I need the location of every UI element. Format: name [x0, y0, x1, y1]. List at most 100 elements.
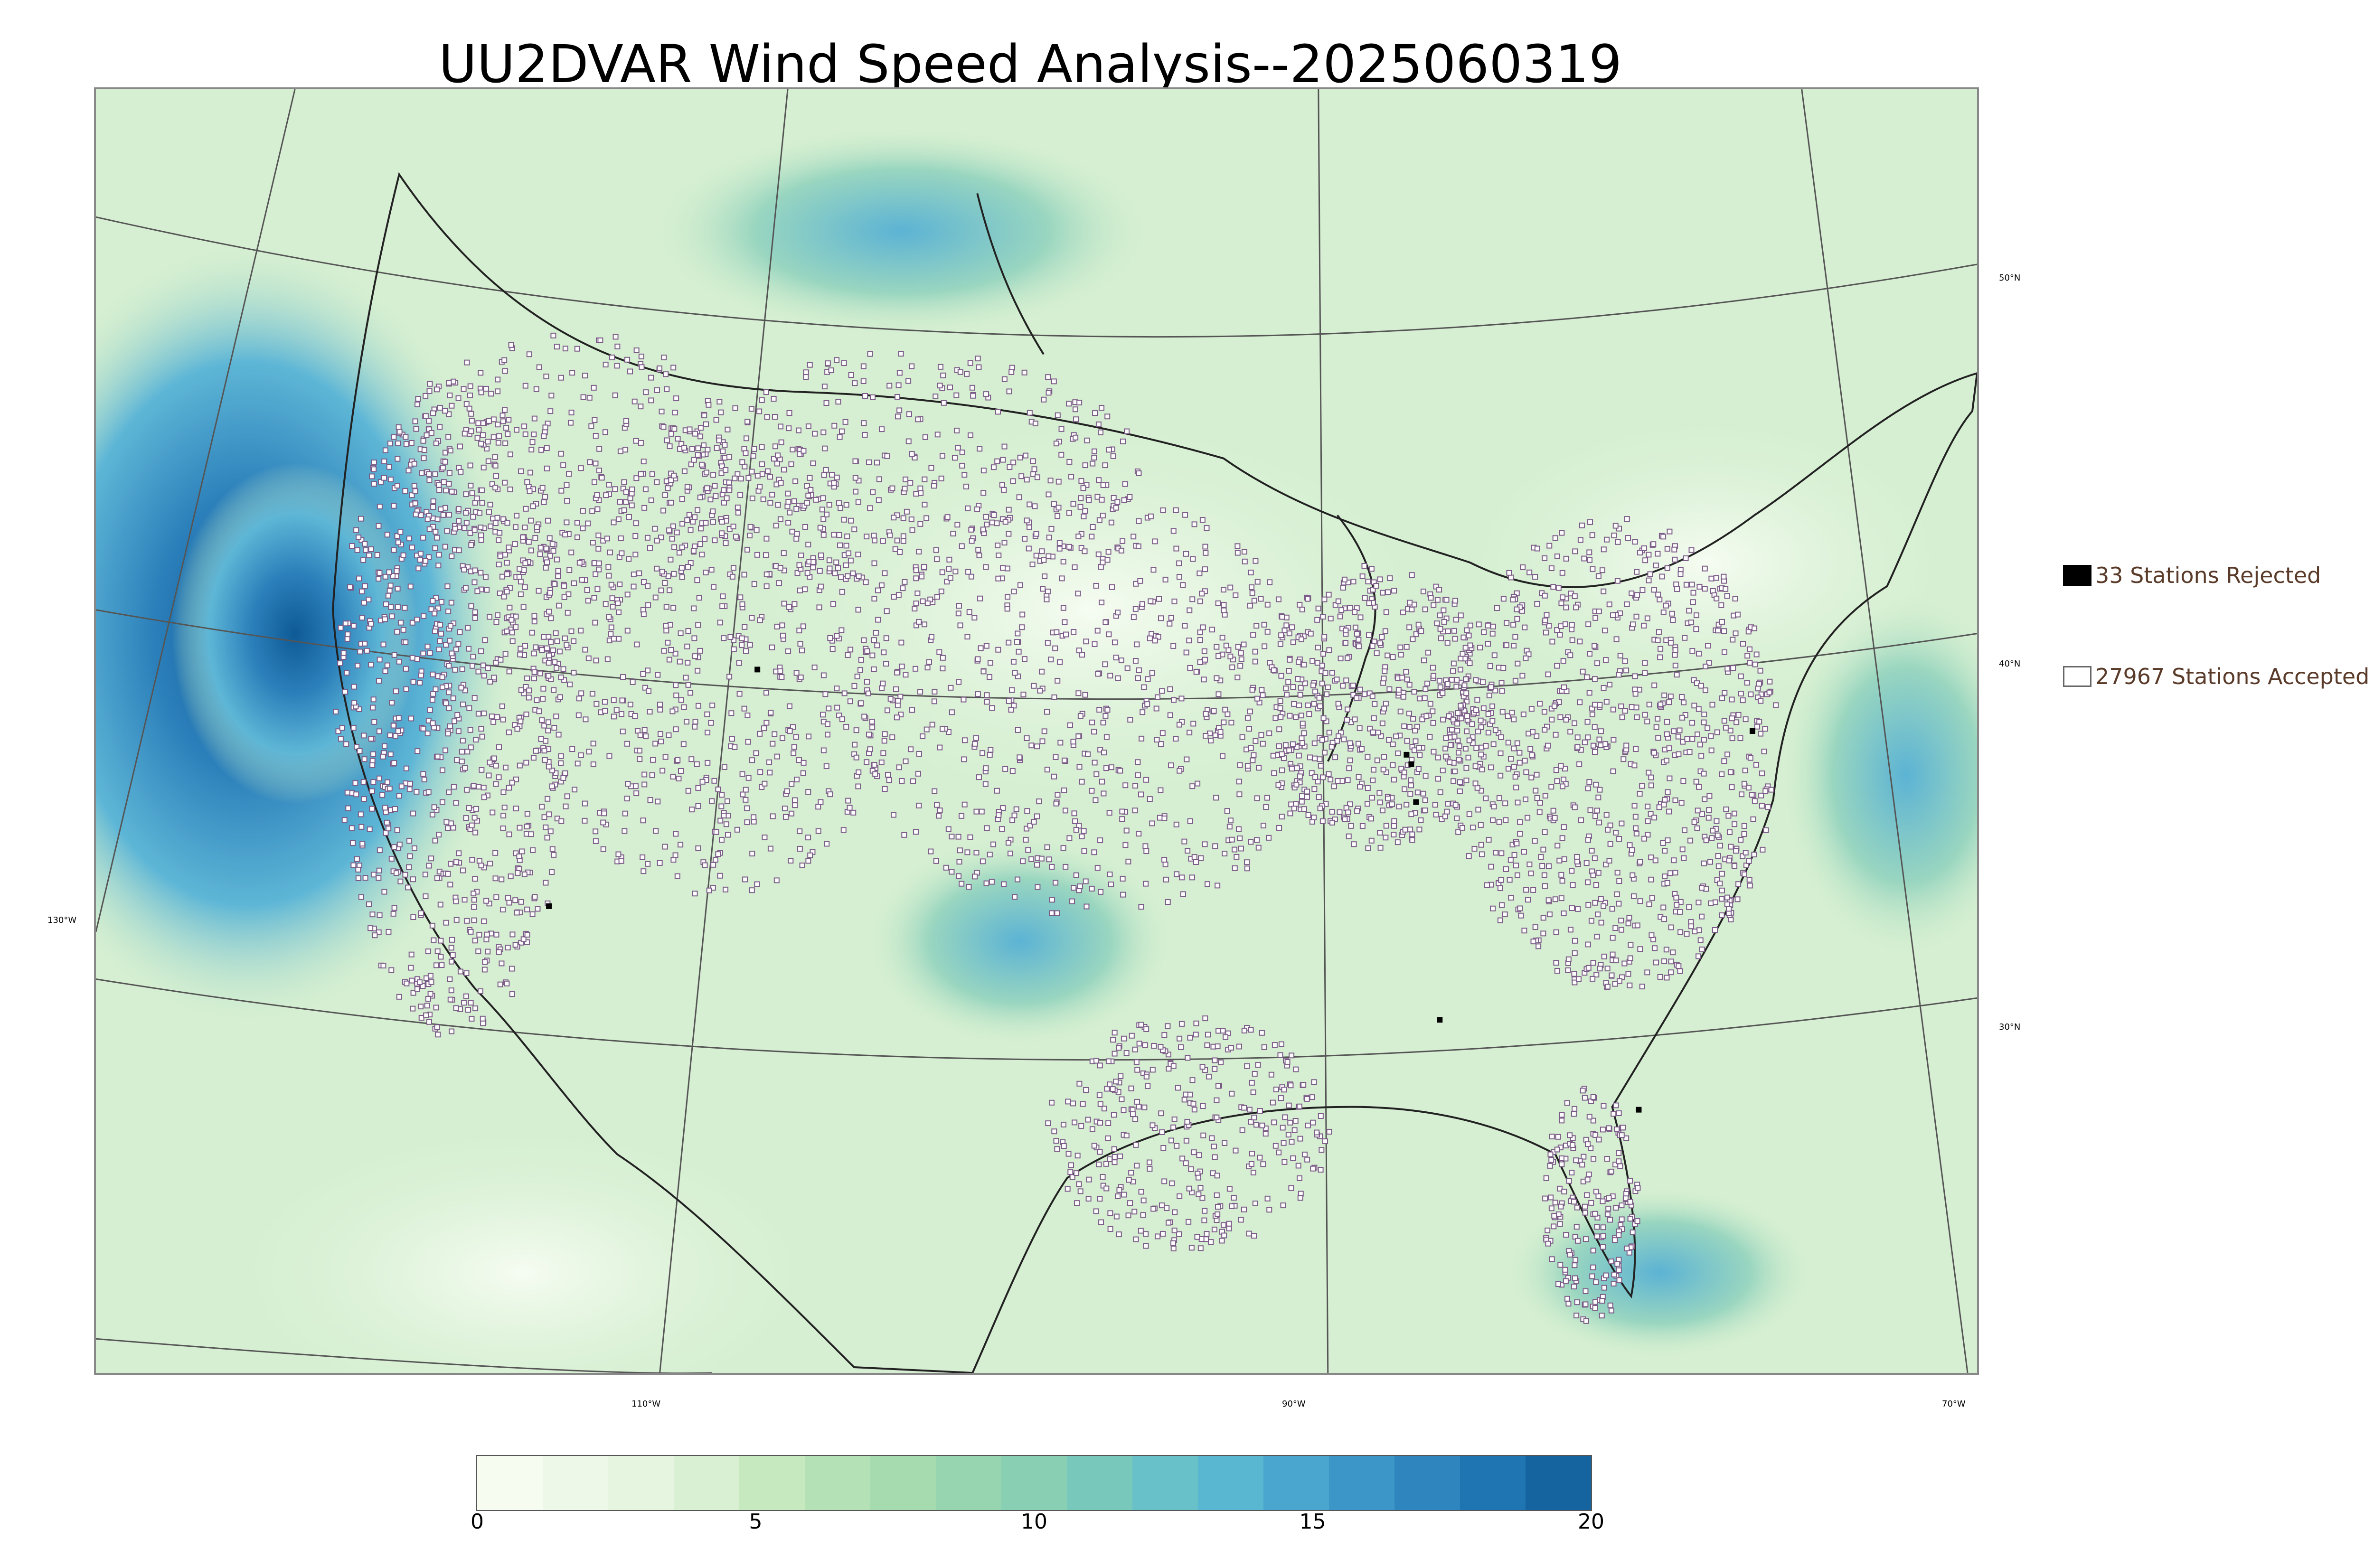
- accepted-station-marker: [474, 435, 480, 441]
- accepted-station-marker: [1542, 617, 1548, 623]
- accepted-station-marker: [956, 859, 962, 865]
- accepted-station-marker: [769, 491, 775, 498]
- accepted-station-marker: [1000, 565, 1006, 571]
- accepted-station-marker: [1624, 1245, 1630, 1251]
- accepted-station-marker: [1161, 815, 1168, 821]
- accepted-station-marker: [784, 503, 791, 509]
- accepted-station-marker: [464, 749, 471, 755]
- accepted-station-marker: [1084, 437, 1090, 443]
- map-panel[interactable]: [94, 87, 1979, 1375]
- accepted-station-marker: [816, 604, 822, 610]
- accepted-station-marker: [1189, 874, 1195, 881]
- accepted-station-marker: [823, 763, 829, 769]
- accepted-station-marker: [567, 420, 574, 426]
- accepted-station-marker: [1082, 548, 1088, 554]
- accepted-station-marker: [574, 520, 580, 526]
- accepted-station-marker: [906, 411, 912, 417]
- accepted-station-marker: [756, 408, 763, 414]
- accepted-station-marker: [1698, 913, 1705, 920]
- accepted-station-marker: [1266, 1207, 1272, 1213]
- accepted-station-marker: [1672, 870, 1678, 876]
- accepted-station-marker: [1494, 605, 1500, 611]
- accepted-station-marker: [1562, 621, 1568, 627]
- accepted-station-marker: [916, 619, 922, 625]
- accepted-station-marker: [1310, 1119, 1316, 1126]
- accepted-station-marker: [1552, 1200, 1558, 1206]
- accepted-station-marker: [1066, 544, 1073, 550]
- accepted-station-marker: [1329, 670, 1335, 676]
- wind-speed-map[interactable]: [96, 89, 1977, 1373]
- accepted-station-marker: [1498, 679, 1505, 685]
- accepted-station-marker: [513, 806, 519, 812]
- accepted-station-marker: [468, 542, 474, 548]
- accepted-station-marker: [1512, 774, 1518, 780]
- accepted-station-marker: [1280, 1202, 1286, 1209]
- accepted-station-marker: [795, 427, 801, 433]
- accepted-station-marker: [354, 547, 360, 553]
- accepted-station-marker: [1624, 601, 1630, 607]
- accepted-station-marker: [805, 423, 811, 430]
- accepted-station-marker: [1747, 660, 1753, 666]
- accepted-station-marker: [1017, 754, 1023, 761]
- accepted-station-marker: [1178, 695, 1185, 702]
- accepted-station-marker: [783, 814, 789, 820]
- accepted-station-marker: [1100, 482, 1106, 488]
- accepted-station-marker: [1278, 673, 1284, 679]
- accepted-station-marker: [1136, 518, 1142, 524]
- accepted-station-marker: [483, 898, 490, 904]
- accepted-station-marker: [832, 570, 838, 576]
- accepted-station-marker: [905, 438, 912, 444]
- accepted-station-marker: [672, 852, 678, 858]
- accepted-station-marker: [1537, 701, 1543, 707]
- accepted-station-marker: [929, 634, 935, 640]
- accepted-station-marker: [1584, 674, 1590, 680]
- accepted-station-marker: [1097, 1062, 1103, 1069]
- accepted-station-marker: [692, 891, 698, 897]
- accepted-station-marker: [402, 872, 408, 878]
- accepted-station-marker: [1015, 630, 1021, 637]
- accepted-station-marker: [391, 434, 397, 440]
- accepted-station-marker: [1762, 788, 1769, 794]
- accepted-station-marker: [1534, 771, 1540, 778]
- accepted-station-marker: [1009, 768, 1016, 774]
- accepted-station-marker: [975, 547, 981, 553]
- accepted-station-marker: [1145, 676, 1151, 682]
- accepted-station-marker: [1479, 851, 1485, 857]
- accepted-station-marker: [1408, 777, 1414, 783]
- accepted-station-marker: [1582, 739, 1588, 745]
- accepted-station-marker: [420, 438, 426, 444]
- accepted-station-marker: [454, 757, 460, 763]
- accepted-station-marker: [891, 812, 897, 818]
- accepted-station-marker: [555, 568, 561, 574]
- accepted-station-marker: [395, 456, 401, 462]
- accepted-station-marker: [858, 657, 864, 663]
- accepted-station-marker: [624, 741, 631, 747]
- accepted-station-marker: [425, 948, 431, 955]
- accepted-station-marker: [505, 895, 511, 901]
- accepted-station-marker: [1655, 735, 1661, 741]
- accepted-station-marker: [1066, 835, 1073, 841]
- accepted-station-marker: [775, 452, 781, 459]
- accepted-station-marker: [854, 673, 860, 679]
- accepted-station-marker: [611, 519, 617, 526]
- accepted-station-marker: [704, 711, 710, 717]
- accepted-station-marker: [1545, 1227, 1551, 1233]
- accepted-station-marker: [396, 994, 402, 1000]
- accepted-station-marker: [1391, 818, 1397, 824]
- accepted-station-marker: [502, 479, 508, 486]
- accepted-station-marker: [1657, 974, 1663, 980]
- accepted-station-marker: [1642, 670, 1648, 676]
- accepted-station-marker: [909, 363, 915, 369]
- accepted-station-marker: [645, 583, 651, 589]
- accepted-station-marker: [934, 432, 941, 438]
- accepted-station-marker: [1356, 643, 1362, 649]
- accepted-station-marker: [685, 788, 691, 794]
- accepted-station-marker: [1437, 612, 1443, 619]
- accepted-station-marker: [790, 724, 796, 730]
- accepted-station-marker: [1196, 1191, 1202, 1197]
- accepted-station-marker: [1143, 1231, 1149, 1237]
- accepted-station-marker: [1225, 711, 1231, 717]
- accepted-station-marker: [1296, 702, 1302, 708]
- accepted-station-marker: [1294, 765, 1300, 771]
- accepted-station-marker: [1244, 746, 1250, 752]
